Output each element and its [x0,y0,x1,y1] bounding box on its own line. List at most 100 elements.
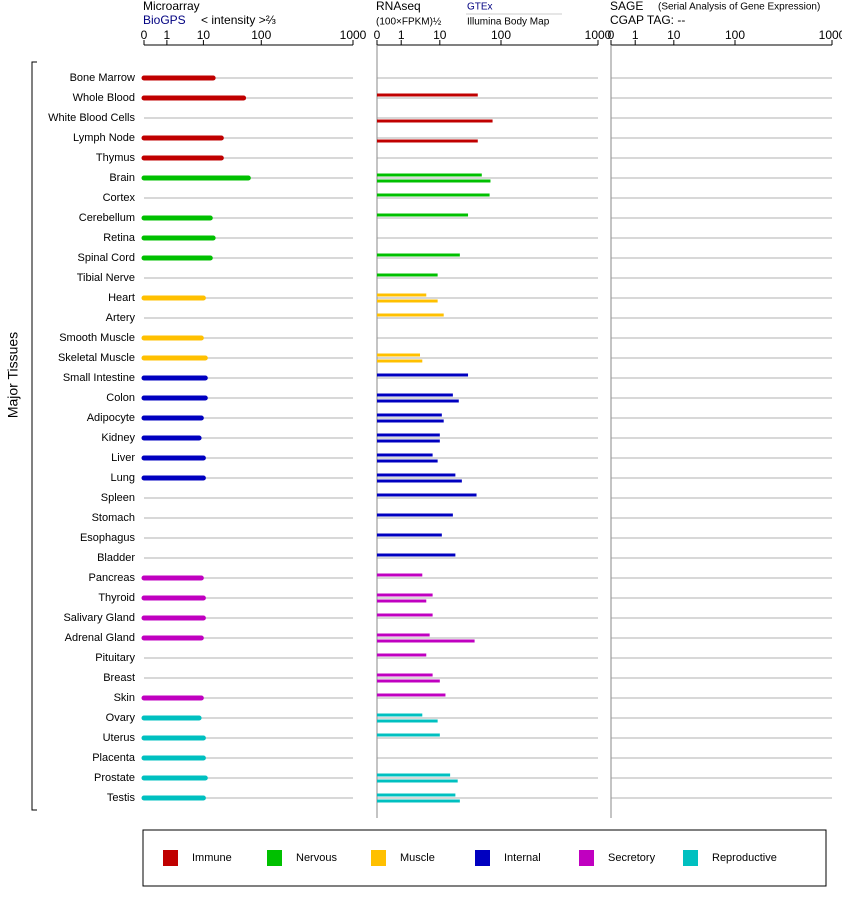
x-tick-label: 1000 [585,28,612,42]
bar [377,779,458,783]
category-label: Skin [114,692,135,704]
bar [377,793,456,797]
series-name: Illumina Body Map [467,17,550,28]
category-label: Brain [109,172,135,184]
bar [377,433,440,437]
bar [377,193,490,197]
category-label: Retina [103,232,136,244]
x-tick-label: 1 [164,28,171,42]
bar [377,399,459,403]
category-label: Cortex [103,192,136,204]
bar [377,459,438,463]
bar [377,653,427,657]
category-label: Whole Blood [73,92,135,104]
category-label: Stomach [92,512,135,524]
bracket [31,61,37,811]
category-label: White Blood Cells [48,112,135,124]
category-label: Lung [111,472,135,484]
category-label: Tibial Nerve [77,272,135,284]
bar [377,639,475,643]
category-label: Thymus [96,152,136,164]
legend-label: Internal [504,852,541,864]
category-label: Heart [108,292,135,304]
x-tick-label: 1000 [819,28,842,42]
bar [377,213,469,217]
bar [377,299,438,303]
category-label: Skeletal Muscle [58,352,135,364]
x-tick-label: 10 [433,28,447,42]
category-label: Spleen [101,492,135,504]
bar [377,573,423,577]
bar [377,799,460,803]
category-label: Uterus [103,732,136,744]
category-label: Adrenal Gland [65,632,135,644]
bar [377,273,438,277]
legend-swatch [579,850,594,866]
panel-subtitle: (Serial Analysis of Gene Expression) [658,2,820,13]
legend-swatch [475,850,490,866]
category-label: Breast [103,672,135,684]
category-label: Liver [111,452,135,464]
bar [377,253,460,257]
category-label: Small Intestine [63,372,135,384]
category-label: Esophagus [80,532,136,544]
bar [377,513,453,517]
tag-label: CGAP TAG: -- [610,13,685,27]
bar [377,353,421,357]
x-tick-label: 1000 [340,28,367,42]
x-tick-label: 0 [608,28,615,42]
bar [377,179,491,183]
legend-swatch [267,850,282,866]
x-tick-label: 1 [398,28,405,42]
category-label: Prostate [94,772,135,784]
category-label: Bladder [97,552,135,564]
series-name: GTEx [467,2,493,13]
x-tick-label: 10 [667,28,681,42]
x-tick-label: 10 [197,28,211,42]
category-label: Cerebellum [79,212,135,224]
bar [377,119,493,123]
legend-label: Muscle [400,852,435,864]
category-label: Salivary Gland [63,612,135,624]
bar [377,173,482,177]
bar [377,613,433,617]
bar [377,693,446,697]
category-label: Lymph Node [73,132,135,144]
bar [377,419,444,423]
category-label: Ovary [106,712,136,724]
bar [377,713,423,717]
bar [377,479,462,483]
category-label: Spinal Cord [78,252,135,264]
bar [377,313,444,317]
bar [377,593,433,597]
bar [377,733,440,737]
bar [377,473,456,477]
bar [377,93,478,97]
category-label: Adipocyte [87,412,135,424]
legend-swatch [163,850,178,866]
bar [377,139,478,143]
bar [377,373,469,377]
bar [377,413,442,417]
bar [377,773,451,777]
series-name: BioGPS [143,13,186,27]
legend-swatch [371,850,386,866]
category-label: Bone Marrow [70,72,135,84]
axis-label: < intensity >⅔ [201,13,276,27]
x-tick-label: 100 [725,28,745,42]
y-axis-label: Major Tissues [5,332,21,418]
panel-title: RNAseq [376,0,421,13]
bar [377,719,438,723]
legend-label: Secretory [608,852,656,864]
x-tick-label: 100 [491,28,511,42]
category-label: Pancreas [89,572,136,584]
bar [377,599,427,603]
legend-label: Reproductive [712,852,777,864]
legend-swatch [683,850,698,866]
bar [377,553,456,557]
legend-label: Nervous [296,852,337,864]
category-label: Testis [107,792,136,804]
category-label: Artery [106,312,136,324]
